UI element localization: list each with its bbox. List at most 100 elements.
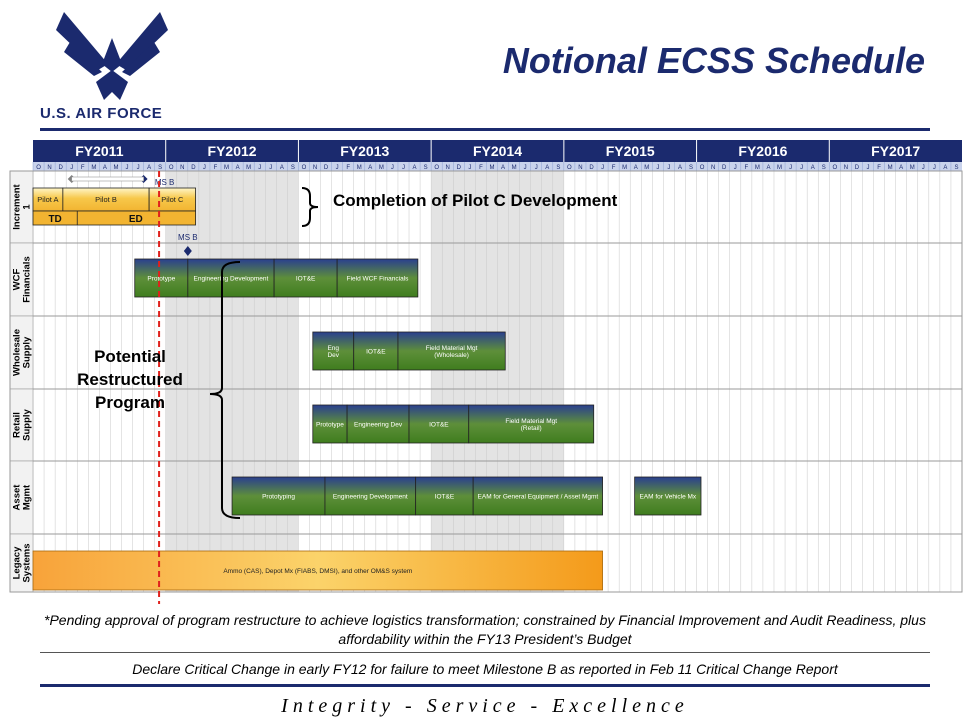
- month-label: J: [258, 165, 261, 171]
- row-label-line: Increment: [12, 183, 23, 229]
- month-label: M: [777, 165, 782, 171]
- month-label: A: [413, 165, 417, 171]
- fy-label: FY2015: [606, 143, 655, 159]
- month-label: M: [91, 165, 96, 171]
- month-label: D: [191, 165, 196, 171]
- month-label: N: [180, 165, 184, 171]
- legacy-bar-label: Ammo (CAS), Depot Mx (FIABS, DMSI), and …: [223, 568, 412, 575]
- wcf-bar-label: IOT&E: [296, 276, 316, 283]
- row-label-asset: Asset Mgmt: [12, 484, 33, 511]
- fy-label: FY2016: [738, 143, 787, 159]
- month-label: M: [246, 165, 251, 171]
- fy-label: FY2017: [871, 143, 920, 159]
- month-label: D: [855, 165, 860, 171]
- brand-text: U.S. AIR FORCE: [40, 105, 163, 122]
- fy-label: FY2014: [473, 143, 522, 159]
- title-rule: [40, 128, 930, 131]
- month-label: O: [302, 165, 307, 171]
- month-label: J: [601, 165, 604, 171]
- month-label: J: [336, 165, 339, 171]
- month-label: A: [501, 165, 505, 171]
- month-label: D: [324, 165, 329, 171]
- footnote-pending: *Pending approval of program restructure…: [44, 612, 926, 647]
- row-label-line: Financials: [22, 256, 33, 302]
- footnote-rule: [40, 652, 930, 653]
- month-label: A: [678, 165, 682, 171]
- asset-bar-label: IOT&E: [435, 494, 455, 501]
- wholesale-bar: [397, 331, 506, 371]
- month-label: D: [589, 165, 594, 171]
- row-label-wholesale: Wholesale Supply: [12, 329, 33, 376]
- wholesale-bar-label: (Wholesale): [434, 352, 469, 359]
- month-label: O: [567, 165, 572, 171]
- month-label: O: [832, 165, 837, 171]
- row-label-legacy: Legacy Systems: [12, 543, 33, 582]
- month-label: M: [113, 165, 118, 171]
- month-label: M: [910, 165, 915, 171]
- month-label: S: [689, 165, 693, 171]
- month-label: M: [512, 165, 517, 171]
- month-label: A: [236, 165, 240, 171]
- asset-bar-label: Engineering Development: [333, 494, 408, 501]
- wcf-bar-label: Engineering Development: [194, 276, 269, 283]
- restructure-label: Potential Restructured Program: [77, 347, 183, 412]
- month-label: J: [468, 165, 471, 171]
- month-label: F: [612, 165, 616, 171]
- pilot-bar-label: Pilot C: [161, 195, 184, 204]
- footnote-declare: Declare Critical Change in early FY12 fo…: [132, 661, 838, 677]
- asset-bar-label: EAM for General Equipment / Asset Mgmt: [478, 494, 599, 501]
- month-label: S: [424, 165, 428, 171]
- month-label: J: [667, 165, 670, 171]
- month-label: S: [822, 165, 826, 171]
- month-label: O: [434, 165, 439, 171]
- legacy-bar: [32, 550, 603, 591]
- air-force-logo: [56, 12, 168, 100]
- restructure-brace: [209, 261, 241, 519]
- retail-bar-label: Prototype: [316, 422, 344, 429]
- wholesale-bar: [312, 331, 355, 371]
- month-label: N: [313, 165, 317, 171]
- wcf-bar-label: Field WCF Financials: [347, 276, 410, 283]
- month-label: S: [158, 165, 162, 171]
- month-label: M: [644, 165, 649, 171]
- month-label: A: [280, 165, 284, 171]
- month-label: J: [789, 165, 792, 171]
- fy-label: FY2011: [75, 143, 123, 159]
- pilot-c-annotation: Completion of Pilot C Development: [333, 191, 618, 210]
- asset-bar: [634, 476, 702, 516]
- month-label: A: [899, 165, 903, 171]
- month-label: J: [126, 165, 129, 171]
- fy-label: FY2013: [340, 143, 389, 159]
- row-label-line: Wholesale: [12, 329, 23, 376]
- month-label: O: [169, 165, 174, 171]
- month-label: M: [489, 165, 494, 171]
- wholesale-bar-label: Eng: [327, 345, 339, 352]
- month-label: N: [47, 165, 51, 171]
- pilot-bar-label: Pilot B: [95, 195, 117, 204]
- wcf-bar: [336, 258, 419, 298]
- month-label: J: [203, 165, 206, 171]
- wcf-milestone-diamond: [183, 246, 192, 256]
- row-label-increment1: Increment 1: [12, 183, 33, 229]
- month-label: N: [844, 165, 848, 171]
- month-label: M: [224, 165, 229, 171]
- month-label: A: [766, 165, 770, 171]
- wholesale-bar: [353, 331, 399, 371]
- month-label: A: [634, 165, 638, 171]
- month-label: M: [888, 165, 893, 171]
- phase-ed-label: ED: [129, 214, 143, 225]
- month-label: F: [214, 165, 218, 171]
- month-label: O: [700, 165, 705, 171]
- month-label: S: [291, 165, 295, 171]
- month-label: A: [811, 165, 815, 171]
- phase-bar: [32, 210, 196, 226]
- month-label: J: [656, 165, 659, 171]
- phase-td-label: TD: [48, 214, 61, 225]
- month-label: O: [36, 165, 41, 171]
- month-label: J: [269, 165, 272, 171]
- month-label: F: [479, 165, 483, 171]
- month-label: N: [578, 165, 582, 171]
- month-label: S: [954, 165, 958, 171]
- bottom-rule: [40, 684, 930, 687]
